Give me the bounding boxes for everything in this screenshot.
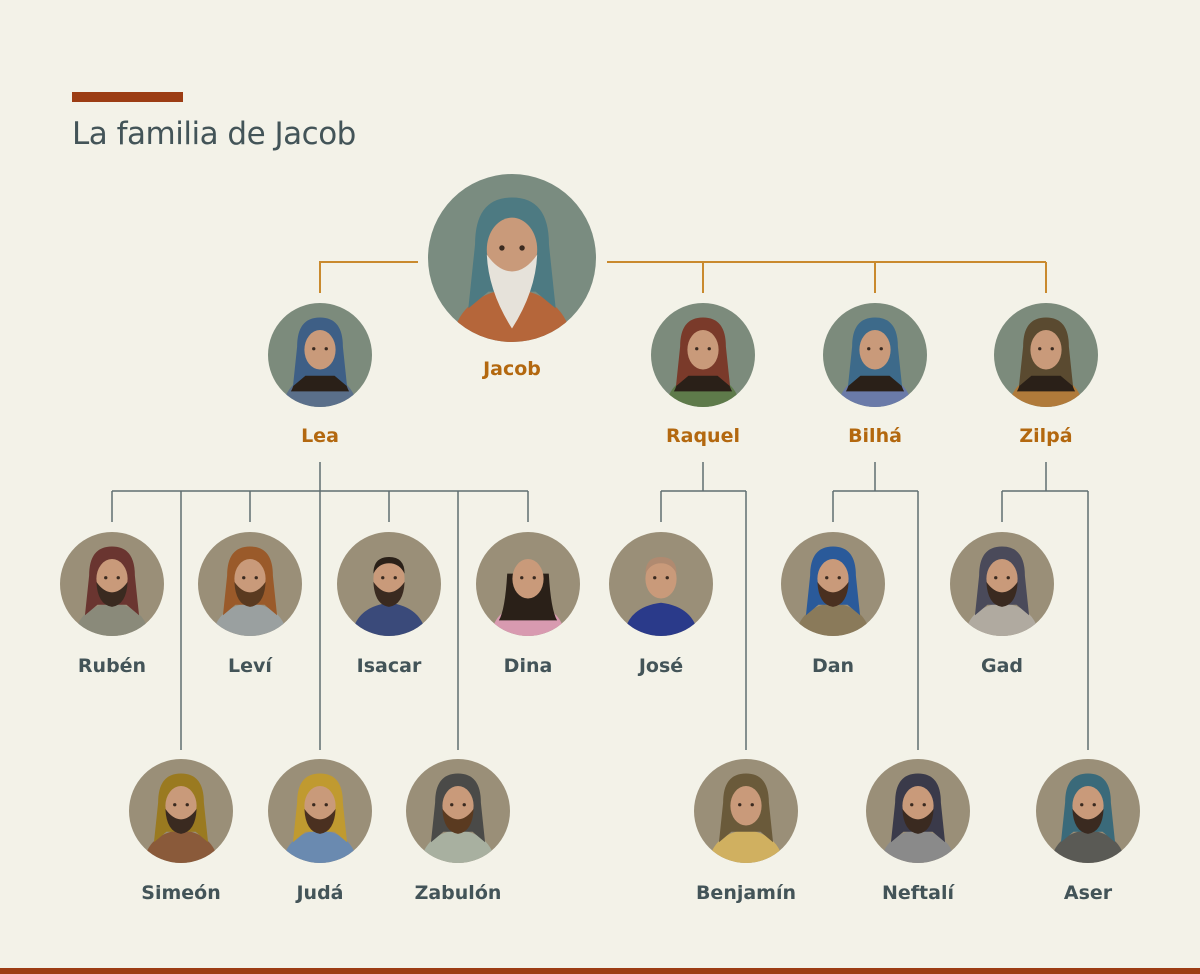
- person-icon: [268, 759, 372, 863]
- line-jacob-lea: [319, 261, 418, 293]
- portrait-benjamin: [694, 759, 798, 863]
- name-label-zabulon: Zabulón: [414, 882, 502, 904]
- person-icon: [337, 532, 441, 636]
- person-icon: [476, 532, 580, 636]
- portrait-raquel: [651, 303, 755, 407]
- portrait-gad: [950, 532, 1054, 636]
- portrait-aser: [1036, 759, 1140, 863]
- name-label-aser: Aser: [1063, 882, 1113, 904]
- page-title: La familia de Jacob: [72, 116, 356, 152]
- person-icon: [651, 303, 755, 407]
- portrait-levi: [198, 532, 302, 636]
- name-label-lea: Lea: [301, 425, 339, 447]
- portrait-isacar: [337, 532, 441, 636]
- person-icon: [268, 303, 372, 407]
- line-raquel-children: [660, 462, 747, 750]
- person-icon: [994, 303, 1098, 407]
- name-label-jose: José: [638, 655, 684, 677]
- person-icon: [866, 759, 970, 863]
- name-label-raquel: Raquel: [666, 425, 740, 447]
- person-icon: [950, 532, 1054, 636]
- name-label-dina: Dina: [503, 655, 553, 677]
- person-icon: [1036, 759, 1140, 863]
- name-label-levi: Leví: [228, 655, 272, 677]
- person-icon: [428, 174, 596, 342]
- name-label-ruben: Rubén: [77, 655, 147, 677]
- title-accent-bar: [72, 92, 183, 102]
- person-icon: [823, 303, 927, 407]
- name-label-dan: Dan: [811, 655, 855, 677]
- person-icon: [694, 759, 798, 863]
- portrait-dan: [781, 532, 885, 636]
- name-label-gad: Gad: [980, 655, 1024, 677]
- person-icon: [60, 532, 164, 636]
- portrait-zilpa: [994, 303, 1098, 407]
- name-label-zilpa: Zilpá: [1019, 425, 1073, 447]
- name-label-simeon: Simeón: [141, 882, 221, 904]
- bottom-accent-bar: [0, 968, 1200, 974]
- person-icon: [609, 532, 713, 636]
- portrait-dina: [476, 532, 580, 636]
- portrait-simeon: [129, 759, 233, 863]
- name-label-juda: Judá: [296, 882, 344, 904]
- person-icon: [406, 759, 510, 863]
- line-zilpa-children: [1001, 462, 1089, 750]
- portrait-ruben: [60, 532, 164, 636]
- name-label-bilha: Bilhá: [848, 425, 902, 447]
- portrait-zabulon: [406, 759, 510, 863]
- portrait-lea: [268, 303, 372, 407]
- child-connectors: [111, 462, 1089, 750]
- portrait-jacob: [428, 174, 596, 342]
- portrait-neftali: [866, 759, 970, 863]
- name-label-neftali: Neftalí: [882, 882, 954, 904]
- portrait-bilha: [823, 303, 927, 407]
- person-icon: [129, 759, 233, 863]
- person-icon: [198, 532, 302, 636]
- parent-connectors: [319, 261, 1047, 293]
- line-lea-children: [111, 462, 529, 750]
- line-bilha-children: [832, 462, 919, 750]
- name-label-benjamin: Benjamín: [695, 882, 797, 904]
- name-label-isacar: Isacar: [356, 655, 422, 677]
- portrait-juda: [268, 759, 372, 863]
- portrait-jose: [609, 532, 713, 636]
- person-icon: [781, 532, 885, 636]
- name-label-jacob: Jacob: [483, 358, 541, 380]
